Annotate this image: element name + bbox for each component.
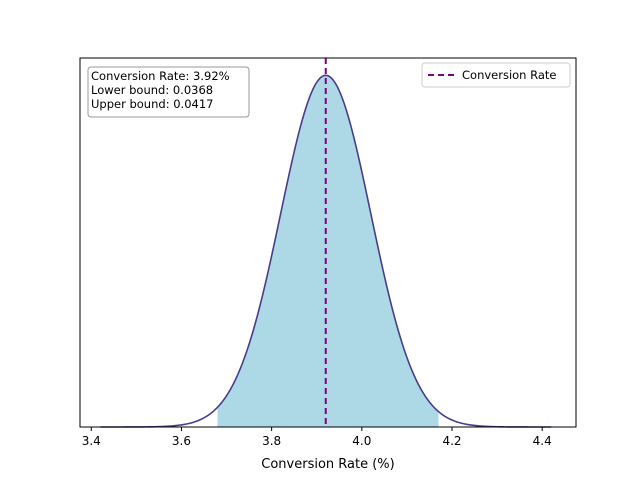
annotation-box-frame (87, 66, 250, 118)
annotation-line-lower: Lower bound: 0.0368 (91, 83, 213, 97)
axes-frame (79, 57, 577, 428)
confidence-interval-fill (217, 75, 439, 427)
legend-label: Conversion Rate (462, 68, 557, 82)
distribution-curve (100, 74, 552, 428)
x-tick-label: 4.0 (352, 434, 371, 448)
plot-area: 3.4 3.6 3.8 4.0 4.2 4.4 (79, 57, 577, 448)
legend: Conversion Rate (421, 62, 571, 88)
x-tick-label: 4.4 (533, 434, 552, 448)
legend-frame (421, 62, 571, 88)
x-tick-label: 4.2 (442, 434, 461, 448)
annotation-box: Conversion Rate: 3.92% Lower bound: 0.03… (87, 66, 250, 118)
annotation-line-upper: Upper bound: 0.0417 (91, 97, 213, 111)
x-tick-label: 3.4 (82, 434, 101, 448)
x-axis-label: Conversion Rate (%) (261, 457, 394, 472)
x-tick-label: 3.8 (262, 434, 281, 448)
annotation-line-rate: Conversion Rate: 3.92% (91, 69, 230, 83)
x-tick-label: 3.6 (172, 434, 191, 448)
